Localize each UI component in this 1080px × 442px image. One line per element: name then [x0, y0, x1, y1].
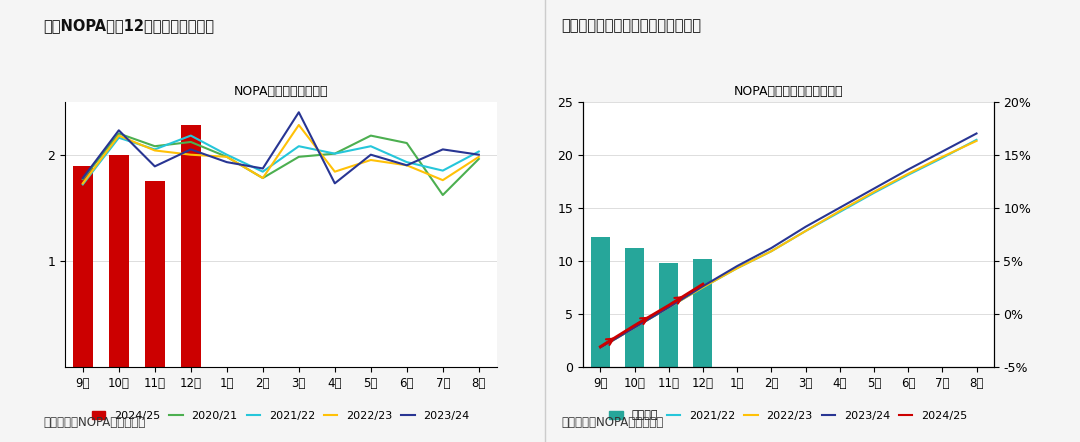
Bar: [659, 263, 678, 367]
Bar: [72, 166, 93, 367]
Text: 数据来源：NOPA，国富期货: 数据来源：NOPA，国富期货: [43, 416, 146, 429]
Bar: [625, 248, 644, 367]
Text: 图：NOPA美豆12月压榨创历史纪录: 图：NOPA美豆12月压榨创历史纪录: [43, 18, 214, 33]
Text: 数据来源：NOPA，国富期货: 数据来源：NOPA，国富期货: [562, 416, 664, 429]
Text: 图：美豆压榨累计同比增幅略有走扩: 图：美豆压榨累计同比增幅略有走扩: [562, 18, 702, 33]
Title: NOPA月度压榨（亿蓲）: NOPA月度压榨（亿蓲）: [233, 85, 328, 98]
Bar: [109, 155, 129, 367]
Bar: [145, 181, 165, 367]
Legend: 累计同比, 2021/22, 2022/23, 2023/24, 2024/25: 累计同比, 2021/22, 2022/23, 2023/24, 2024/25: [605, 406, 972, 425]
Title: NOPA累计月度压榨（亿蓲）: NOPA累计月度压榨（亿蓲）: [733, 85, 843, 98]
Legend: 2024/25, 2020/21, 2021/22, 2022/23, 2023/24: 2024/25, 2020/21, 2021/22, 2022/23, 2023…: [87, 406, 474, 425]
Bar: [181, 125, 201, 367]
Bar: [591, 237, 610, 367]
Bar: [693, 259, 713, 367]
